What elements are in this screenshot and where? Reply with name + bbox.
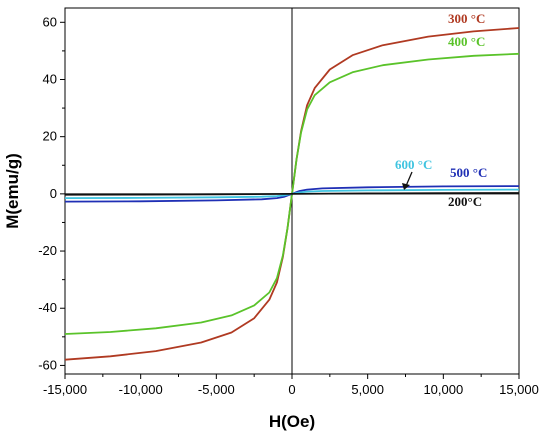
y-tick-label: 20	[43, 129, 57, 144]
series-label: 600 °C	[395, 157, 432, 172]
x-tick-label: -15,000	[43, 382, 87, 397]
series-label: 300 °C	[448, 11, 485, 26]
series-line	[64, 192, 520, 196]
series-label: 500 °C	[450, 165, 487, 180]
y-tick-label: 0	[50, 186, 57, 201]
annotation-arrow-line	[405, 171, 413, 187]
y-tick-label: 60	[43, 14, 57, 29]
y-tick-label: -40	[38, 300, 57, 315]
x-tick-label: 5,000	[351, 382, 384, 397]
series-label: 200°C	[448, 194, 482, 209]
x-tick-label: -10,000	[119, 382, 163, 397]
x-tick-label: 10,000	[423, 382, 463, 397]
y-tick-label: 40	[43, 71, 57, 86]
x-tick-label: 15,000	[499, 382, 539, 397]
y-tick-label: -60	[38, 357, 57, 372]
series-label: 400 °C	[448, 34, 485, 49]
x-tick-label: -5,000	[198, 382, 235, 397]
y-tick-label: -20	[38, 243, 57, 258]
x-axis-title: H(Oe)	[269, 412, 315, 431]
annotation-arrow-head	[402, 183, 410, 190]
y-axis-title: M(emu/g)	[3, 153, 22, 229]
x-tick-label: 0	[288, 382, 295, 397]
